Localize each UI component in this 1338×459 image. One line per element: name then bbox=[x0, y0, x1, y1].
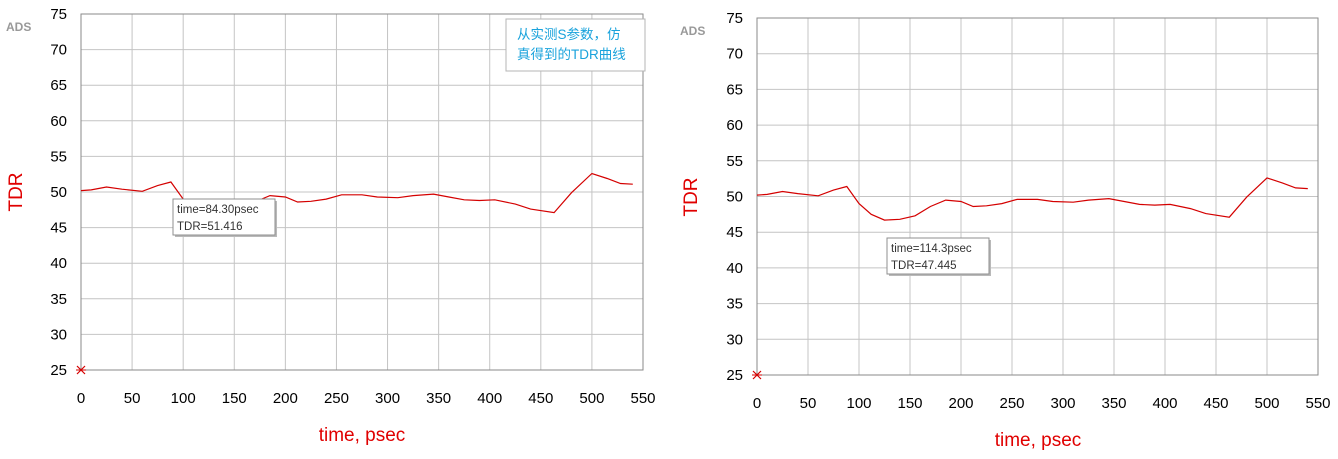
marker-readout-time: time=84.30psec bbox=[177, 204, 259, 216]
x-tick-label: 400 bbox=[1152, 395, 1177, 412]
chart-2: ADS 25 30 35 40 45 50 55 60 65 70 75 0 50 100 150 200 250… bbox=[680, 10, 1331, 451]
tdr-series-line bbox=[756, 177, 1308, 221]
ads-watermark: ADS bbox=[680, 24, 705, 38]
x-tick-label: 150 bbox=[897, 395, 922, 412]
plot-area-frame bbox=[80, 13, 644, 371]
y-tick-label: 40 bbox=[726, 260, 743, 277]
marker-point[interactable] bbox=[752, 370, 762, 380]
y-tick-label: 75 bbox=[50, 6, 67, 23]
y-tick-label: 45 bbox=[50, 220, 67, 237]
annotation-note-line: 真得到的TDR曲线 bbox=[517, 46, 626, 62]
y-tick-label: 65 bbox=[50, 77, 67, 94]
y-tick-label: 25 bbox=[726, 367, 743, 384]
x-tick-label: 450 bbox=[528, 390, 553, 407]
x-axis-title: time, psec bbox=[319, 425, 406, 446]
y-axis-title: TDR bbox=[681, 177, 702, 216]
marker-readout-box[interactable]: time=114.3psec TDR=47.445 bbox=[886, 237, 991, 276]
marker-readout-box[interactable]: time=84.30psec TDR=51.416 bbox=[172, 198, 277, 237]
x-axis-title: time, psec bbox=[995, 430, 1082, 451]
x-tick-label: 300 bbox=[1050, 395, 1075, 412]
x-tick-label: 50 bbox=[800, 395, 817, 412]
x-tick-label: 200 bbox=[948, 395, 973, 412]
y-tick-label: 75 bbox=[726, 10, 743, 27]
y-tick-label: 30 bbox=[50, 326, 67, 343]
grid bbox=[756, 17, 1319, 376]
x-tick-label: 500 bbox=[1254, 395, 1279, 412]
x-tick-label: 300 bbox=[375, 390, 400, 407]
x-tick-label: 350 bbox=[1101, 395, 1126, 412]
y-tick-label: 35 bbox=[726, 296, 743, 313]
marker-readout-value: TDR=47.445 bbox=[891, 260, 957, 272]
x-tick-label: 0 bbox=[753, 395, 761, 412]
x-tick-label: 100 bbox=[171, 390, 196, 407]
x-tick-label: 350 bbox=[426, 390, 451, 407]
y-tick-label: 50 bbox=[726, 189, 743, 206]
plot-area-frame bbox=[756, 17, 1319, 376]
marker-readout-value: TDR=51.416 bbox=[177, 221, 243, 233]
y-tick-label: 45 bbox=[726, 224, 743, 241]
y-tick-label: 60 bbox=[50, 113, 67, 130]
y-tick-label: 65 bbox=[726, 81, 743, 98]
x-tick-label: 500 bbox=[579, 390, 604, 407]
y-tick-label: 60 bbox=[726, 117, 743, 134]
x-tick-label: 450 bbox=[1203, 395, 1228, 412]
chart-1: ADS 25 30 35 40 45 50 55 60 65 70 75 0 50 100 150 200 250… bbox=[6, 6, 656, 446]
y-tick-label: 55 bbox=[726, 153, 743, 170]
y-axis-title: TDR bbox=[6, 172, 27, 211]
x-tick-label: 0 bbox=[77, 390, 85, 407]
x-tick-label: 100 bbox=[846, 395, 871, 412]
x-tick-label: 400 bbox=[477, 390, 502, 407]
x-tick-label: 250 bbox=[324, 390, 349, 407]
marker-point[interactable] bbox=[76, 365, 86, 375]
y-tick-label: 30 bbox=[726, 331, 743, 348]
y-tick-label: 40 bbox=[50, 255, 67, 272]
x-tick-label: 550 bbox=[630, 390, 655, 407]
x-tick-label: 200 bbox=[273, 390, 298, 407]
y-tick-label: 55 bbox=[50, 148, 67, 165]
tdr-series-line bbox=[80, 172, 633, 217]
y-tick-label: 70 bbox=[726, 46, 743, 63]
annotation-note-line: 从实测S参数，仿 bbox=[517, 26, 621, 42]
y-tick-label: 70 bbox=[50, 42, 67, 59]
marker-readout-time: time=114.3psec bbox=[891, 243, 972, 255]
x-tick-label: 50 bbox=[124, 390, 141, 407]
x-tick-label: 150 bbox=[222, 390, 247, 407]
y-tick-label: 50 bbox=[50, 184, 67, 201]
x-tick-label: 550 bbox=[1305, 395, 1330, 412]
y-tick-label: 25 bbox=[50, 362, 67, 379]
x-tick-label: 250 bbox=[999, 395, 1024, 412]
ads-watermark: ADS bbox=[6, 20, 31, 34]
y-tick-label: 35 bbox=[50, 291, 67, 308]
